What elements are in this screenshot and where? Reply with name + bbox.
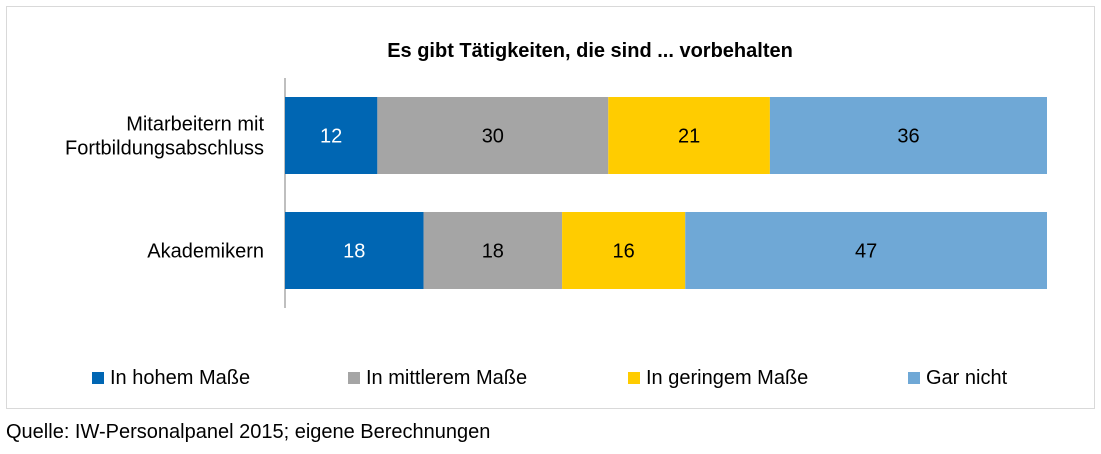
source-note: Quelle: IW-Personalpanel 2015; eigene Be… <box>6 421 491 443</box>
bar-2-series-1 <box>285 212 424 289</box>
data-label: 30 <box>482 126 504 148</box>
legend: In hohem Maße In mittlerem Maße In geringe… <box>92 367 1008 389</box>
bar-2-series-2 <box>423 212 563 289</box>
data-label: 16 <box>613 241 635 263</box>
bar-1-series-1 <box>285 97 378 174</box>
data-label: 36 <box>897 126 919 148</box>
legend-label: In hohem Maße <box>110 367 250 389</box>
legend-label: In mittlerem Maße <box>366 367 527 389</box>
data-label: 18 <box>343 241 365 263</box>
bar-1-series-3 <box>608 97 770 174</box>
category-label: Mitarbeitern mit <box>126 114 264 136</box>
legend-swatch <box>92 372 104 384</box>
legend-swatch <box>908 372 920 384</box>
bars-group: 12 30 21 36 18 18 16 47 <box>285 97 1047 289</box>
chart-title: Es gibt Tätigkeiten, die sind ... vorbeh… <box>387 40 793 62</box>
data-label: 47 <box>855 241 877 263</box>
legend-label: Gar nicht <box>926 367 1008 389</box>
category-label: Fortbildungsabschluss <box>65 138 264 160</box>
data-label: 12 <box>320 126 342 148</box>
bar-2-series-3 <box>562 212 686 289</box>
data-label: 18 <box>482 241 504 263</box>
bar-2-series-4 <box>685 212 1047 289</box>
data-label: 21 <box>678 126 700 148</box>
chart-frame <box>6 6 1095 409</box>
bar-1-series-2 <box>377 97 609 174</box>
bar-1-series-4 <box>769 97 1047 174</box>
stacked-bar-chart: Es gibt Tätigkeiten, die sind ... vorbeh… <box>65 40 1047 389</box>
legend-swatch <box>628 372 640 384</box>
legend-swatch <box>348 372 360 384</box>
legend-label: In geringem Maße <box>646 367 808 389</box>
category-label: Akademikern <box>147 241 264 263</box>
